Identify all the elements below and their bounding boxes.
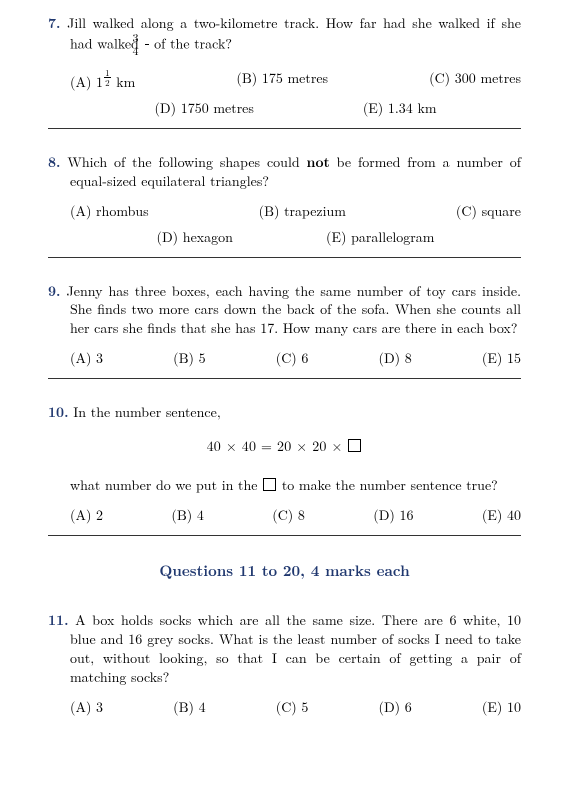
q7-choice-d: (D) 1750 metres xyxy=(154,98,253,118)
q9-choice-e: (E) 15 xyxy=(482,348,521,368)
q9-choice-c: (C) 6 xyxy=(276,348,309,368)
q7-choice-e: (E) 1.34 km xyxy=(363,98,437,118)
section-heading: Questions 11 to 20, 4 marks each xyxy=(48,560,521,581)
q9-number: 9. xyxy=(48,281,61,301)
q9-choice-b: (B) 5 xyxy=(173,348,205,368)
separator xyxy=(48,257,521,258)
q10-text2: what number do we put in the to make the… xyxy=(48,476,521,495)
q7-choice-c: (C) 300 metres xyxy=(429,68,521,92)
q11-number: 11. xyxy=(48,610,69,630)
q11-choice-e: (E) 10 xyxy=(482,697,521,717)
box-icon xyxy=(263,478,276,491)
q8-number: 8. xyxy=(48,152,61,172)
q11-choice-b: (B) 4 xyxy=(173,697,205,717)
box-icon xyxy=(348,439,361,452)
q9-body: Jenny has three boxes, each having the s… xyxy=(67,281,521,339)
q11-text: 11. A box holds socks which are all the … xyxy=(48,611,521,687)
q10-choices: (A) 2 (B) 4 (C) 8 (D) 16 (E) 40 xyxy=(48,505,521,525)
q10-body2b: to make the number sentence true? xyxy=(277,475,498,495)
q10-choice-d: (D) 16 xyxy=(373,505,413,525)
q7-text: 7. Jill walked along a two-kilometre tra… xyxy=(48,14,521,58)
q10-body2a: what number do we put in the xyxy=(70,475,262,495)
q10-body1: In the number sentence, xyxy=(73,402,221,422)
q8-choice-d: (D) hexagon xyxy=(157,227,233,247)
q10-choice-e: (E) 40 xyxy=(482,505,521,525)
question-7: 7. Jill walked along a two-kilometre tra… xyxy=(48,14,521,118)
q11-choice-a: (A) 3 xyxy=(70,697,103,717)
q10-choice-c: (C) 8 xyxy=(272,505,305,525)
separator xyxy=(48,535,521,536)
q11-body: A box holds socks which are all the same… xyxy=(70,610,521,687)
q8-text-a: Which of the following shapes could xyxy=(67,152,306,172)
q8-choice-c: (C) square xyxy=(456,201,521,221)
q8-choice-b: (B) trapezium xyxy=(259,201,346,221)
q10-choice-a: (A) 2 xyxy=(70,505,103,525)
separator xyxy=(48,378,521,379)
q7-number: 7. xyxy=(48,13,61,33)
question-8: 8. Which of the following shapes could n… xyxy=(48,153,521,247)
q8-bold: not xyxy=(307,152,330,172)
q8-choice-a: (A) rhombus xyxy=(70,201,149,221)
q8-text: 8. Which of the following shapes could n… xyxy=(48,153,521,191)
q7-text-b: of the track? xyxy=(150,33,232,53)
q7-choice-a: (A) 112 km xyxy=(70,68,135,92)
q9-choices: (A) 3 (B) 5 (C) 6 (D) 8 (E) 15 xyxy=(48,348,521,368)
q10-choice-b: (B) 4 xyxy=(171,505,203,525)
q9-choice-a: (A) 3 xyxy=(70,348,103,368)
question-9: 9. Jenny has three boxes, each having th… xyxy=(48,282,521,369)
question-11: 11. A box holds socks which are all the … xyxy=(48,611,521,717)
separator xyxy=(48,128,521,129)
q9-choice-d: (D) 8 xyxy=(379,348,412,368)
q10-number: 10. xyxy=(48,402,69,422)
q7-choices: (A) 112 km (B) 175 metres (C) 300 metres… xyxy=(48,68,521,118)
q10-text1: 10. In the number sentence, xyxy=(48,403,521,422)
q10-equation: 40 × 40 = 20 × 20 × xyxy=(48,436,521,456)
q8-choices: (A) rhombus (B) trapezium (C) square (D)… xyxy=(48,201,521,247)
q7-choice-b: (B) 175 metres xyxy=(236,68,328,92)
q11-choice-c: (C) 5 xyxy=(276,697,309,717)
q9-text: 9. Jenny has three boxes, each having th… xyxy=(48,282,521,339)
question-10: 10. In the number sentence, 40 × 40 = 20… xyxy=(48,403,521,525)
q7-a-fraction: 12 xyxy=(104,68,111,87)
q11-choice-d: (D) 6 xyxy=(379,697,412,717)
q8-choice-e: (E) parallelogram xyxy=(326,227,434,247)
q11-choices: (A) 3 (B) 4 (C) 5 (D) 6 (E) 10 xyxy=(48,697,521,717)
q7-fraction: 34 xyxy=(145,32,149,57)
page: 7. Jill walked along a two-kilometre tra… xyxy=(0,0,569,808)
